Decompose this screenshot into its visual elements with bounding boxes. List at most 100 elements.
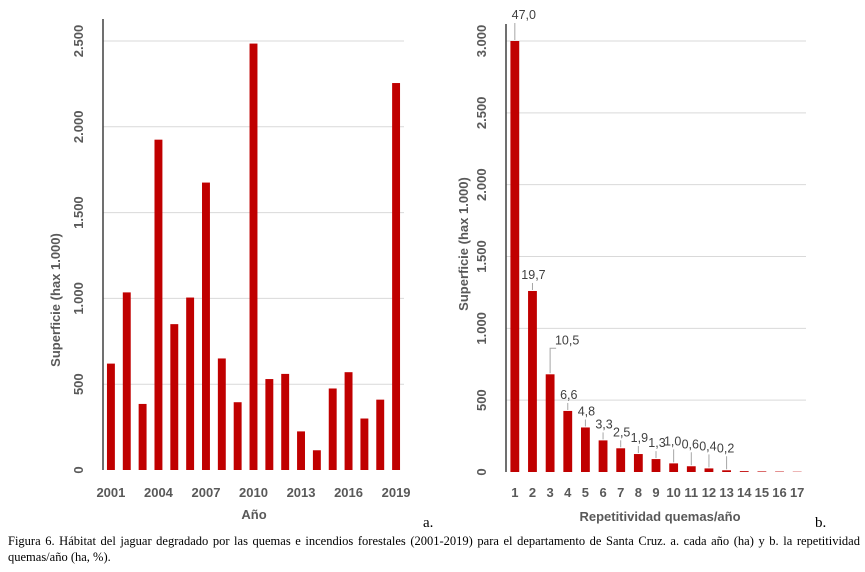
data-label: 1,3 — [648, 436, 665, 450]
y-tick-label: 2.000 — [474, 168, 489, 201]
y-tick-label: 500 — [71, 373, 86, 395]
bar — [739, 471, 749, 472]
x-tick-label: 2 — [529, 485, 536, 500]
bar — [757, 471, 767, 472]
data-label: 19,7 — [521, 268, 545, 282]
x-axis-title-b: Repetitividad quemas/año — [579, 509, 740, 524]
data-label: 0,2 — [717, 441, 734, 455]
x-tick-label: 3 — [547, 485, 554, 500]
bars-b — [510, 41, 802, 472]
bar — [312, 450, 321, 470]
bar — [106, 363, 115, 470]
bar — [722, 470, 731, 472]
figure-caption: Figura 6. Hábitat del jaguar degradado p… — [8, 534, 860, 564]
x-tick-label: 1 — [511, 485, 518, 500]
bar — [186, 297, 195, 470]
bar — [281, 373, 290, 470]
chart-panel-a: 0 500 1.000 1.500 2.000 2.500 2001 2004 2007 201… — [48, 19, 433, 531]
data-label: 6,6 — [560, 388, 577, 402]
bar — [598, 440, 608, 472]
x-tick-label: 2001 — [96, 485, 125, 500]
bar — [686, 466, 696, 472]
bar — [233, 402, 242, 470]
x-tick-label: 2013 — [287, 485, 316, 500]
bar — [202, 182, 210, 470]
x-tick-label: 17 — [790, 485, 804, 500]
y-tick-labels-a: 0 500 1.000 1.500 2.000 2.500 — [71, 25, 86, 474]
y-tick-label: 500 — [474, 389, 489, 411]
data-labels-b: 47,0 19,7 10,5 6,64,83,32,5 1,9 1,31,0 0,6 0,4 0… — [512, 8, 735, 455]
bar — [669, 463, 679, 472]
y-tick-label: 0 — [71, 466, 86, 473]
gridlines-b — [506, 40, 806, 401]
bar — [249, 43, 258, 470]
bar — [138, 403, 147, 470]
x-tick-label: 9 — [652, 485, 659, 500]
x-tick-label: 13 — [719, 485, 733, 500]
panel-label-b: b. — [815, 515, 826, 531]
x-axis-title-a: Año — [241, 507, 266, 522]
x-tick-label: 2016 — [334, 485, 363, 500]
bar — [122, 292, 131, 470]
x-tick-label: 2007 — [192, 485, 221, 500]
leader-line — [549, 347, 557, 374]
bar — [376, 399, 385, 470]
x-tick-label: 11 — [684, 485, 698, 500]
y-tick-label: 0 — [474, 468, 489, 475]
x-tick-labels-b: 1 2 3 4 5 6 7 8 9 10 11 12 13 14 15 16 17 — [511, 485, 804, 500]
y-tick-label: 1.500 — [474, 240, 489, 273]
data-label-leaders-b — [514, 23, 728, 470]
y-tick-label: 2.500 — [474, 97, 489, 130]
y-axis-title-b: Superficie (hax 1.000) — [456, 177, 471, 311]
bars-a — [106, 43, 401, 471]
y-tick-label: 1.500 — [71, 196, 86, 229]
data-label: 2,5 — [613, 425, 630, 439]
x-tick-label: 5 — [582, 485, 589, 500]
bar — [633, 454, 643, 472]
bar — [563, 410, 573, 472]
x-tick-label: 15 — [755, 485, 769, 500]
data-label: 10,5 — [555, 333, 579, 347]
x-tick-labels-a: 2001 2004 2007 2010 2013 2016 2019 — [96, 485, 410, 500]
bar — [528, 290, 537, 472]
bar — [545, 374, 555, 472]
x-tick-label: 10 — [666, 485, 680, 500]
x-tick-label: 7 — [617, 485, 624, 500]
bar — [510, 41, 520, 472]
bar — [704, 468, 714, 472]
bar — [265, 379, 274, 470]
bar — [328, 388, 337, 470]
x-tick-label: 6 — [599, 485, 606, 500]
x-tick-label: 2010 — [239, 485, 268, 500]
data-label: 3,3 — [595, 417, 612, 431]
bar — [154, 139, 163, 471]
y-tick-label: 2.000 — [71, 111, 86, 144]
y-tick-labels-b: 0 500 1.000 1.500 2.000 2.500 3.000 — [474, 25, 489, 476]
data-label: 1,9 — [631, 431, 648, 445]
y-tick-label: 1.000 — [71, 282, 86, 315]
data-label: 47,0 — [512, 8, 536, 22]
bar — [616, 448, 626, 472]
y-tick-label: 1.000 — [474, 312, 489, 345]
bar — [297, 431, 305, 470]
data-label: 0,4 — [699, 439, 716, 453]
x-tick-label: 4 — [564, 485, 572, 500]
bar — [581, 427, 590, 472]
panel-label-a: a. — [423, 515, 433, 531]
x-tick-label: 12 — [702, 485, 716, 500]
data-label: 4,8 — [578, 404, 595, 418]
data-label: 1,0 — [664, 434, 681, 448]
x-tick-label: 2019 — [382, 485, 411, 500]
y-tick-label: 3.000 — [474, 25, 489, 58]
bar — [217, 358, 226, 470]
data-label: 0,6 — [682, 437, 699, 451]
y-axis-title-a: Superficie (hax 1.000) — [48, 233, 63, 367]
y-tick-label: 2.500 — [71, 25, 86, 58]
x-tick-label: 2004 — [144, 485, 174, 500]
bar — [651, 459, 661, 472]
bar — [360, 418, 369, 470]
bar — [392, 83, 401, 471]
x-tick-label: 8 — [635, 485, 642, 500]
bar — [344, 372, 353, 470]
